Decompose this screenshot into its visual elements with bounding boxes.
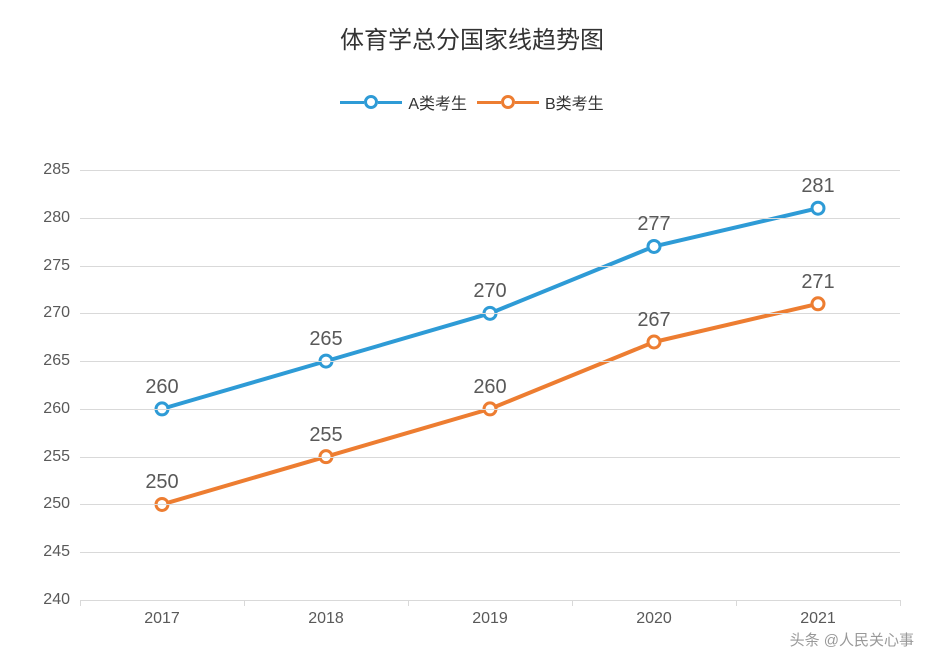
x-axis-label: 2019 (472, 610, 508, 628)
legend-line-right (378, 101, 402, 104)
chart-container: 体育学总分国家线趋势图 A类考生 B类考生 240 245 250 255 260 265… (0, 0, 944, 668)
y-axis-label: 275 (43, 257, 70, 275)
plot-area: 2402452502552602652702752802852017201820… (80, 170, 900, 600)
x-axis-label: 2017 (144, 610, 180, 628)
legend-item-0[interactable]: A类考生 (340, 90, 467, 114)
x-axis-line (80, 600, 900, 601)
gridline (80, 313, 900, 314)
y-axis-label: 250 (43, 495, 70, 513)
legend-line-left (477, 101, 501, 104)
legend-label: A类考生 (408, 90, 467, 114)
y-axis-label: 270 (43, 304, 70, 322)
y-axis-label: 265 (43, 352, 70, 370)
y-axis-label: 245 (43, 543, 70, 561)
legend-line-left (340, 101, 364, 104)
series-marker[interactable] (812, 202, 824, 214)
series-marker[interactable] (648, 240, 660, 252)
legend-item-1[interactable]: B类考生 (477, 90, 604, 114)
x-tick (900, 600, 901, 606)
y-axis-label: 255 (43, 448, 70, 466)
gridline (80, 552, 900, 553)
legend-marker (364, 95, 378, 109)
data-label: 250 (145, 471, 178, 494)
y-axis-label: 280 (43, 209, 70, 227)
gridline (80, 266, 900, 267)
watermark: 头条 @人民关心事 (790, 629, 914, 650)
data-label: 260 (145, 376, 178, 399)
data-label: 255 (309, 424, 342, 447)
legend: A类考生 B类考生 (0, 90, 944, 114)
data-label: 271 (801, 271, 834, 294)
x-axis-label: 2020 (636, 610, 672, 628)
data-label: 265 (309, 328, 342, 351)
data-label: 270 (473, 280, 506, 303)
x-axis-label: 2021 (800, 610, 836, 628)
chart-title: 体育学总分国家线趋势图 (0, 0, 944, 55)
legend-marker (501, 95, 515, 109)
data-label: 277 (637, 213, 670, 236)
series-marker[interactable] (812, 298, 824, 310)
y-axis-label: 240 (43, 591, 70, 609)
gridline (80, 409, 900, 410)
y-axis-label: 260 (43, 400, 70, 418)
x-axis-label: 2018 (308, 610, 344, 628)
y-axis-label: 285 (43, 161, 70, 179)
data-label: 267 (637, 309, 670, 332)
data-label: 281 (801, 175, 834, 198)
data-label: 260 (473, 376, 506, 399)
legend-line-right (515, 101, 539, 104)
gridline (80, 504, 900, 505)
gridline (80, 218, 900, 219)
gridline (80, 170, 900, 171)
legend-label: B类考生 (545, 90, 604, 114)
series-marker[interactable] (648, 336, 660, 348)
gridline (80, 457, 900, 458)
gridline (80, 361, 900, 362)
